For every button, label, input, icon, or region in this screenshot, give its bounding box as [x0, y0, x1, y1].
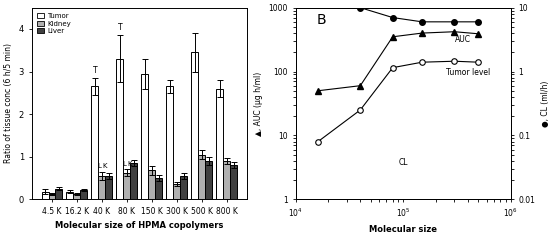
Bar	[66, 192, 74, 199]
Bar	[116, 59, 124, 199]
Bar	[230, 165, 237, 199]
Text: B: B	[317, 13, 327, 27]
Text: Tumor level: Tumor level	[446, 69, 490, 77]
Legend: Tumor, Kidney, Liver: Tumor, Kidney, Liver	[35, 11, 73, 36]
Bar	[141, 74, 148, 199]
Bar	[42, 192, 49, 199]
Bar	[55, 188, 63, 199]
Text: L: L	[98, 164, 102, 169]
Bar	[191, 52, 198, 199]
Bar	[49, 194, 55, 199]
Text: T: T	[93, 65, 98, 74]
Bar	[216, 89, 223, 199]
Bar	[180, 176, 187, 199]
Y-axis label: Ratio of tissue conc (6 h/5 min): Ratio of tissue conc (6 h/5 min)	[4, 44, 13, 164]
Text: L: L	[123, 161, 127, 167]
Text: CL: CL	[398, 158, 408, 167]
Bar	[166, 86, 173, 199]
Bar	[74, 194, 80, 199]
X-axis label: Molecular size of HPMA copolymers: Molecular size of HPMA copolymers	[55, 221, 224, 230]
Bar	[80, 190, 88, 199]
Bar	[91, 86, 99, 199]
Y-axis label: ●, CL (ml/h): ●, CL (ml/h)	[541, 80, 550, 127]
X-axis label: Molecular size: Molecular size	[369, 225, 437, 234]
Y-axis label: ▲, AUC (μg h/ml): ▲, AUC (μg h/ml)	[254, 71, 263, 136]
Text: A: A	[60, 13, 69, 27]
Text: AUC: AUC	[454, 35, 470, 44]
Text: T: T	[117, 23, 122, 32]
Bar	[206, 161, 212, 199]
Bar	[99, 176, 105, 199]
Bar	[130, 163, 137, 199]
Bar	[155, 178, 162, 199]
Bar	[124, 173, 130, 199]
Bar	[148, 170, 155, 199]
Bar	[198, 154, 206, 199]
Bar	[105, 176, 112, 199]
Text: K: K	[102, 164, 107, 169]
Bar	[223, 161, 230, 199]
Bar	[173, 184, 180, 199]
Text: K: K	[127, 161, 132, 167]
